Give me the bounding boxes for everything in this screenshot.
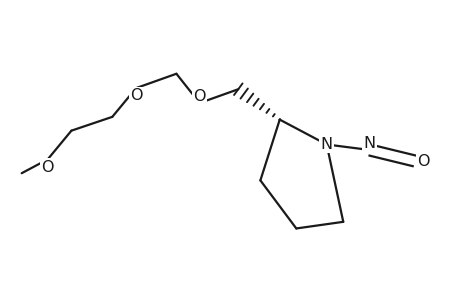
- Text: N: N: [363, 136, 375, 151]
- Text: O: O: [416, 154, 429, 169]
- Text: N: N: [320, 137, 332, 152]
- Text: O: O: [193, 89, 206, 104]
- Text: O: O: [41, 160, 54, 175]
- Text: O: O: [129, 88, 142, 104]
